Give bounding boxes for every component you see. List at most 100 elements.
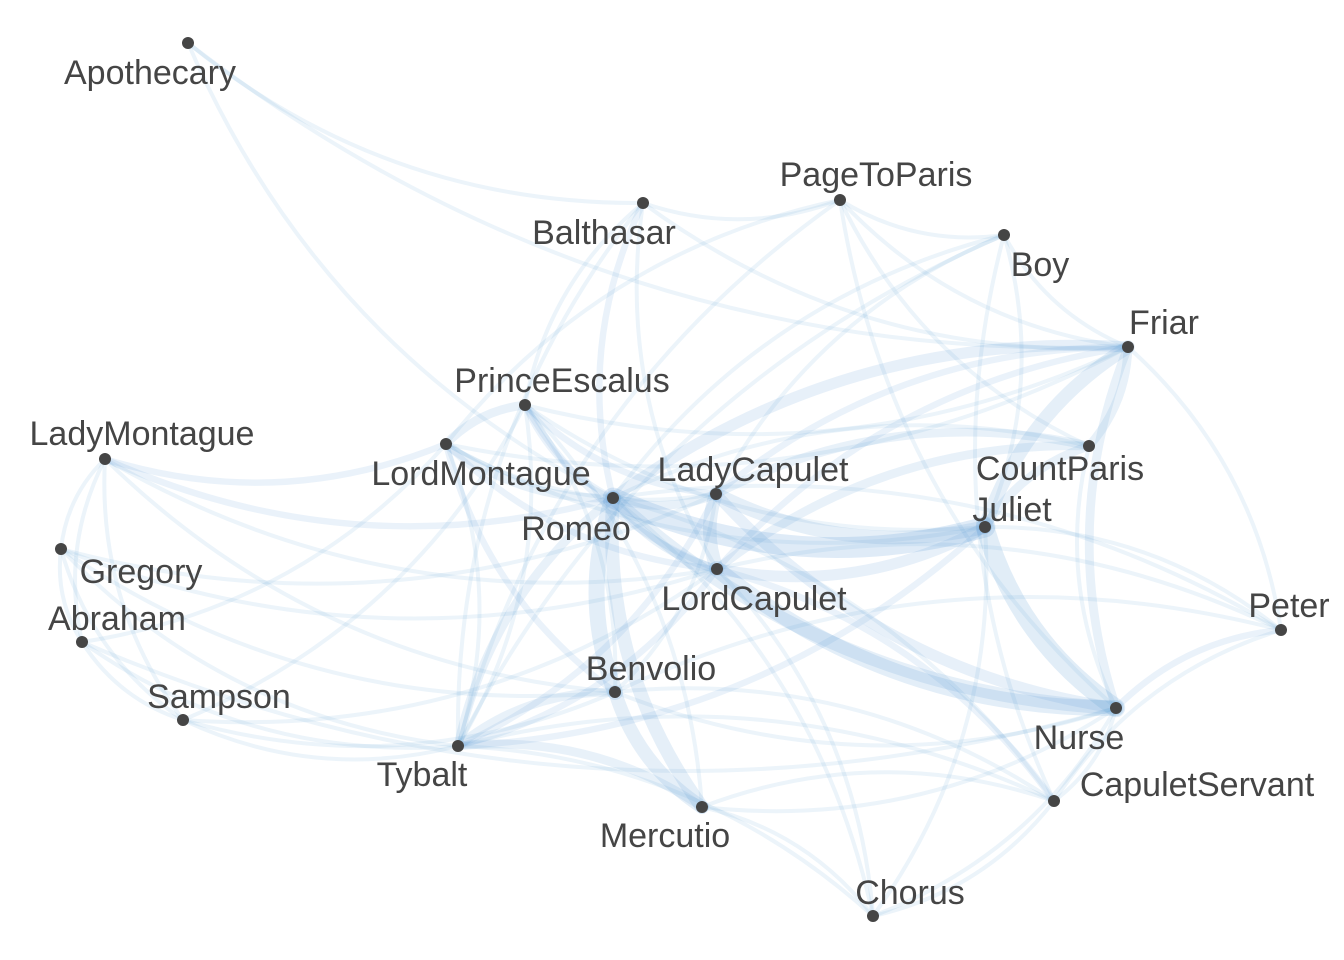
edge-abraham-sampson [80, 640, 185, 722]
node-dot-tybalt [452, 740, 464, 752]
edge-lady-montague-lord-capulet [103, 457, 719, 585]
edge-romeo-mercutio [605, 491, 709, 814]
edge-mercutio-nurse [700, 706, 1118, 814]
node-dot-capulet-servant [1048, 795, 1060, 807]
node-boy: Boy [998, 229, 1069, 284]
node-dot-abraham [76, 636, 88, 648]
node-layer: Apothecary PageToParis Balthasar Boy Friar Pr… [30, 37, 1330, 922]
edge-mercutio-tybalt [453, 739, 707, 812]
edge-capulet-servant-romeo [611, 496, 1056, 803]
edge-lady-montague-gregory [59, 457, 107, 551]
node-mercutio: Mercutio [600, 801, 730, 855]
edge-count-paris-juliet [980, 441, 1094, 532]
node-label-chorus: Chorus [855, 874, 965, 912]
edge-boy-romeo [611, 233, 1006, 500]
node-prince-escalus: PrinceEscalus [454, 362, 670, 411]
edge-tybalt-lady-capulet [454, 490, 720, 750]
node-label-lady-montague: LadyMontague [30, 415, 255, 453]
node-label-peter: Peter [1248, 587, 1329, 625]
node-lady-capulet: LadyCapulet [658, 451, 849, 500]
node-dot-count-paris [1083, 440, 1095, 452]
edge-balthasar-lord-capulet [634, 201, 719, 571]
node-friar: Friar [1122, 304, 1199, 353]
node-dot-sampson [177, 714, 189, 726]
edge-page-to-paris-nurse [838, 198, 1118, 710]
edge-balthasar-romeo [596, 199, 647, 502]
edge-gregory-sampson [59, 547, 185, 722]
edge-peter-friar [1126, 345, 1283, 632]
node-label-boy: Boy [1011, 246, 1070, 284]
edge-count-paris-romeo [611, 423, 1091, 500]
node-dot-mercutio [696, 801, 708, 813]
edge-abraham-nurse [80, 640, 1118, 773]
edge-sampson-tybalt [181, 718, 460, 762]
edge-page-to-paris-count-paris [838, 198, 1091, 448]
edge-romeo-juliet [602, 487, 996, 558]
node-capulet-servant: CapuletServant [1048, 766, 1315, 807]
edge-benvolio-mercutio [608, 685, 709, 814]
edge-prince-escalus-lady-capulet [521, 401, 720, 498]
edge-gregory-benvolio [59, 547, 617, 698]
node-label-sampson: Sampson [147, 678, 291, 716]
node-peter: Peter [1248, 587, 1330, 636]
edge-sampson-benvolio [181, 690, 617, 749]
node-juliet: Juliet [972, 491, 1052, 533]
node-chorus: Chorus [855, 874, 965, 922]
node-label-lady-capulet: LadyCapulet [658, 451, 849, 489]
edge-prince-escalus-lord-montague [441, 400, 530, 449]
edge-gregory-lord-capulet [59, 547, 719, 621]
edge-chorus-lord-capulet [715, 567, 875, 918]
edge-lord-montague-romeo [441, 439, 618, 503]
edge-capulet-servant-lord-capulet [713, 565, 1058, 805]
edge-friar-nurse [1084, 342, 1133, 713]
edge-count-paris-nurse [1074, 444, 1118, 710]
edge-tybalt-prince-escalus [456, 403, 534, 748]
edge-peter-juliet [983, 524, 1283, 632]
node-dot-romeo [607, 492, 619, 504]
edge-capulet-servant-mercutio [700, 770, 1056, 809]
edge-page-to-paris-tybalt [456, 198, 842, 748]
edge-apothecary-friar [186, 41, 1130, 350]
edge-peter-nurse [1112, 626, 1285, 712]
edge-balthasar-prince-escalus [523, 201, 645, 407]
edge-lord-montague-friar [444, 345, 1130, 469]
node-balthasar: Balthasar [532, 197, 676, 252]
node-label-count-paris: CountParis [976, 450, 1144, 488]
node-dot-friar [1122, 341, 1134, 353]
edge-benvolio-prince-escalus [523, 403, 618, 694]
edge-chorus-tybalt [456, 744, 875, 918]
edge-lord-capulet-juliet [711, 521, 991, 583]
edge-lady-capulet-juliet [709, 487, 992, 545]
edge-lord-montague-lady-capulet [444, 442, 718, 502]
node-dot-lord-montague [440, 438, 452, 450]
edge-abraham-tybalt [80, 640, 460, 750]
edge-prince-escalus-lord-capulet [521, 401, 721, 573]
edge-benvolio-nurse [613, 690, 1118, 748]
node-dot-juliet [979, 521, 991, 533]
edge-capulet-servant-tybalt [456, 714, 1056, 803]
node-dot-lord-capulet [711, 563, 723, 575]
node-label-apothecary: Apothecary [64, 54, 236, 92]
edge-benvolio-lady-capulet [613, 492, 718, 694]
edge-chorus-romeo [611, 496, 875, 918]
edge-page-to-paris-boy [838, 198, 1006, 240]
edge-layer [57, 41, 1285, 918]
edge-prince-escalus-juliet [523, 403, 987, 532]
edge-count-paris-lady-capulet [711, 427, 1094, 499]
node-count-paris: CountParis [976, 440, 1144, 488]
edge-peter-benvolio [613, 595, 1283, 694]
node-label-friar: Friar [1129, 304, 1199, 342]
edge-juliet-nurse [975, 517, 1126, 718]
node-label-balthasar: Balthasar [532, 214, 676, 252]
node-label-benvolio: Benvolio [586, 650, 716, 688]
edge-boy-tybalt [456, 233, 1006, 748]
node-label-lord-montague: LordMontague [371, 455, 590, 493]
node-tybalt: Tybalt [377, 740, 468, 794]
node-dot-nurse [1110, 702, 1122, 714]
edge-friar-romeo [607, 339, 1134, 504]
edge-mercutio-prince-escalus [523, 403, 704, 809]
edge-benvolio-tybalt [453, 687, 620, 751]
edge-capulet-servant-benvolio [613, 686, 1056, 803]
node-dot-gregory [55, 543, 67, 555]
